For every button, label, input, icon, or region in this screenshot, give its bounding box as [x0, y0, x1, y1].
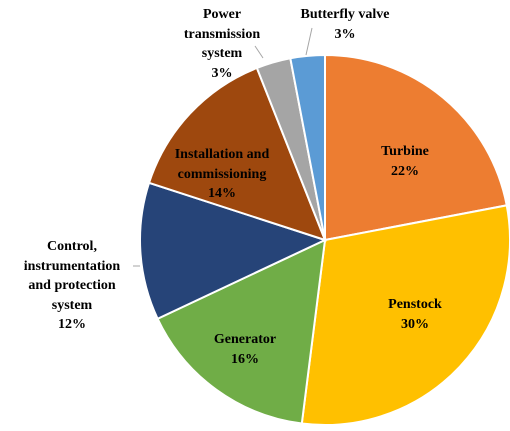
category-label: Penstock — [388, 297, 442, 312]
pie-slice — [156, 238, 327, 425]
category-label: Generator — [213, 332, 277, 347]
pie-slice — [324, 53, 508, 242]
category-label: Installation and commissioning — [174, 147, 270, 182]
slice-label: Penstock 30% — [355, 295, 475, 334]
slice-label: Power transmission system 3% — [172, 5, 272, 83]
slice-label: Butterfly valve 3% — [280, 5, 410, 44]
slice-label: Generator 16% — [185, 330, 305, 369]
value-label: 3% — [334, 26, 356, 42]
pie-slice — [139, 181, 328, 321]
pie-slice — [147, 66, 327, 242]
value-label: 16% — [231, 351, 259, 367]
value-label: 22% — [391, 163, 419, 179]
slice-label: Turbine 22% — [345, 142, 465, 181]
leader-line — [305, 27, 313, 56]
slice-label: Control, instrumentation and protection … — [13, 237, 131, 335]
category-label: Turbine — [381, 144, 429, 159]
value-label: 30% — [401, 316, 429, 332]
leader-line — [254, 45, 264, 59]
value-label: 12% — [58, 317, 86, 332]
category-label: Butterfly valve — [300, 7, 390, 22]
category-label: Control, instrumentation and protection … — [23, 239, 121, 313]
pie-slice — [289, 53, 326, 241]
value-label: 3% — [211, 65, 233, 81]
slice-label: Installation and commissioning 14% — [157, 145, 287, 204]
value-label: 14% — [208, 186, 236, 201]
category-label: Power transmission system — [183, 7, 261, 61]
